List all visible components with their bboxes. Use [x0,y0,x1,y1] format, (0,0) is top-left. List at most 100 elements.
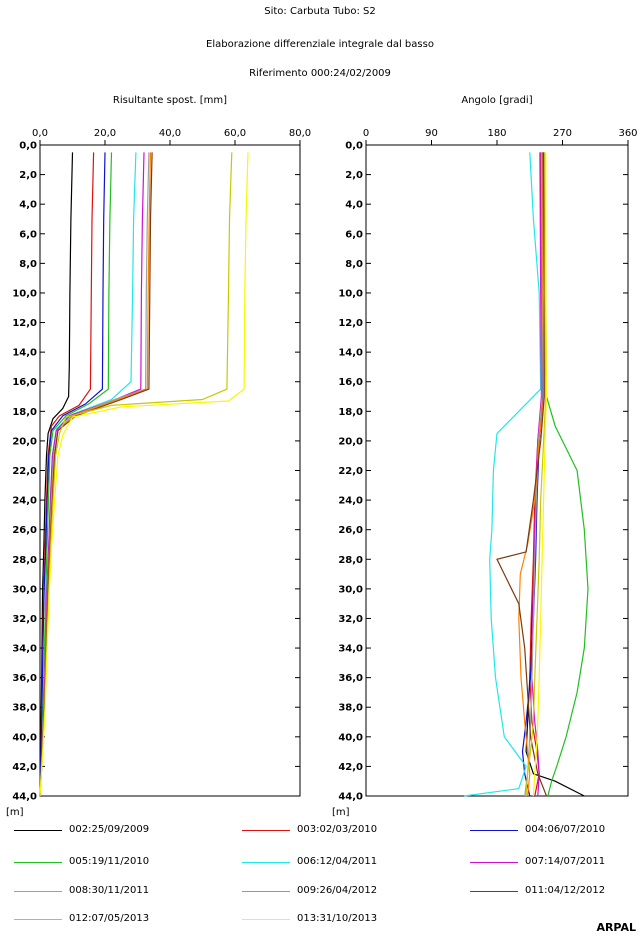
legend-label: 005:19/11/2010 [69,856,150,867]
displacement-y-tick-label: 32,0 [12,614,37,625]
angle-y-tick-label: 10,0 [338,288,363,299]
legend-label: 011:04/12/2012 [525,885,606,896]
angle-y-tick-label: 40,0 [338,732,363,743]
legend-label: 006:12/04/2011 [297,856,378,867]
angle-series-009 [518,152,545,797]
angle-series-008 [524,152,543,797]
displacement-y-unit-label: [m] [6,807,24,818]
displacement-series-004 [39,152,106,797]
angle-y-tick-label: 0,0 [345,141,363,152]
displacement-y-tick-label: 44,0 [12,792,37,803]
displacement-y-tick-label: 34,0 [12,644,37,655]
displacement-y-tick-label: 28,0 [12,555,37,566]
angle-series-011 [496,152,548,797]
angle-series-013 [532,152,548,797]
angle-y-tick-label: 4,0 [345,200,363,211]
angle-y-tick-label: 6,0 [345,229,363,240]
displacement-y-tick-label: 10,0 [12,288,37,299]
displacement-y-tick-label: 16,0 [12,377,37,388]
displacement-y-tick-label: 4,0 [19,200,37,211]
angle-y-tick-label: 44,0 [338,792,363,803]
brand-logo-text: ARPAL [596,921,636,934]
displacement-series-012 [39,152,233,797]
reference-date: Riferimento 000:24/02/2009 [249,68,391,79]
displacement-x-tick-label: 40,0 [159,128,181,139]
displacement-y-tick-label: 42,0 [12,762,37,773]
displacement-y-tick-label: 18,0 [12,407,37,418]
displacement-y-tick-label: 22,0 [12,466,37,477]
angle-y-tick-label: 12,0 [338,318,363,329]
displacement-y-tick-label: 40,0 [12,732,37,743]
angle-y-tick-label: 42,0 [338,762,363,773]
angle-y-tick-label: 28,0 [338,555,363,566]
angle-x-tick-label: 180 [487,128,506,139]
legend-label: 013:31/10/2013 [297,913,378,924]
angle-y-tick-label: 16,0 [338,377,363,388]
legend-swatch [470,891,518,892]
displacement-plot-frame [39,144,301,797]
angle-series-004 [521,152,544,797]
displacement-y-tick-label: 8,0 [19,259,37,270]
displacement-y-tick-label: 20,0 [12,436,37,447]
displacement-y-tick-label: 38,0 [12,703,37,714]
angle-y-unit-label: [m] [332,807,350,818]
displacement-panel-title: Risultante spost. [mm] [112,95,228,106]
angle-x-tick-label: 0 [363,128,369,139]
displacement-y-tick-label: 2,0 [19,170,37,181]
angle-y-tick-label: 36,0 [338,673,363,684]
angle-x-tick-label: 90 [425,128,438,139]
displacement-y-tick-label: 12,0 [12,318,37,329]
displacement-y-tick-label: 26,0 [12,525,37,536]
legend-label: 008:30/11/2011 [69,885,150,896]
displacement-x-tick-label: 20,0 [94,128,116,139]
displacement-series-005 [39,152,113,797]
displacement-y-tick-label: 36,0 [12,673,37,684]
angle-y-tick-label: 30,0 [338,584,363,595]
legend-label: 012:07/05/2013 [69,913,150,924]
legend-label: 007:14/07/2011 [525,856,606,867]
angle-y-tick-label: 24,0 [338,496,363,507]
legend-label: 002:25/09/2009 [69,824,150,835]
angle-series-007 [531,152,543,797]
displacement-y-tick-label: 30,0 [12,584,37,595]
site-tube-title: Sito: Carbuta Tubo: S2 [264,6,376,17]
angle-y-tick-label: 18,0 [338,407,363,418]
legend-swatch [242,862,290,863]
angle-panel-title: Angolo [gradi] [461,95,533,106]
legend-swatch [470,862,518,863]
displacement-y-tick-label: 24,0 [12,496,37,507]
displacement-y-tick-label: 0,0 [19,141,37,152]
legend-swatch [242,830,290,831]
angle-plot-frame [365,144,629,797]
legend-swatch [14,830,62,831]
angle-y-tick-label: 26,0 [338,525,363,536]
angle-y-tick-label: 14,0 [338,348,363,359]
legend-label: 009:26/04/2012 [297,885,378,896]
angle-x-tick-label: 360 [618,128,637,139]
processing-subtitle: Elaborazione differenziale integrale dal… [206,39,434,50]
angle-y-tick-label: 34,0 [338,644,363,655]
angle-y-tick-label: 8,0 [345,259,363,270]
angle-x-tick-label: 270 [553,128,572,139]
angle-y-tick-label: 38,0 [338,703,363,714]
legend-swatch [14,862,62,863]
legend-swatch [470,830,518,831]
legend-swatch [14,891,62,892]
angle-y-tick-label: 32,0 [338,614,363,625]
angle-y-tick-label: 20,0 [338,436,363,447]
angle-series-005 [544,152,589,797]
displacement-x-tick-label: 0,0 [32,128,48,139]
legend-swatch [14,919,62,920]
angle-series-012 [525,152,547,797]
legend-label: 003:02/03/2010 [297,824,378,835]
displacement-x-tick-label: 80,0 [289,128,311,139]
angle-y-tick-label: 2,0 [345,170,363,181]
displacement-x-tick-label: 60,0 [224,128,246,139]
legend-swatch [242,891,290,892]
angle-series-006 [464,152,542,797]
displacement-series-013 [39,152,249,797]
legend-swatch [242,919,290,920]
displacement-y-tick-label: 14,0 [12,348,37,359]
angle-y-tick-label: 22,0 [338,466,363,477]
